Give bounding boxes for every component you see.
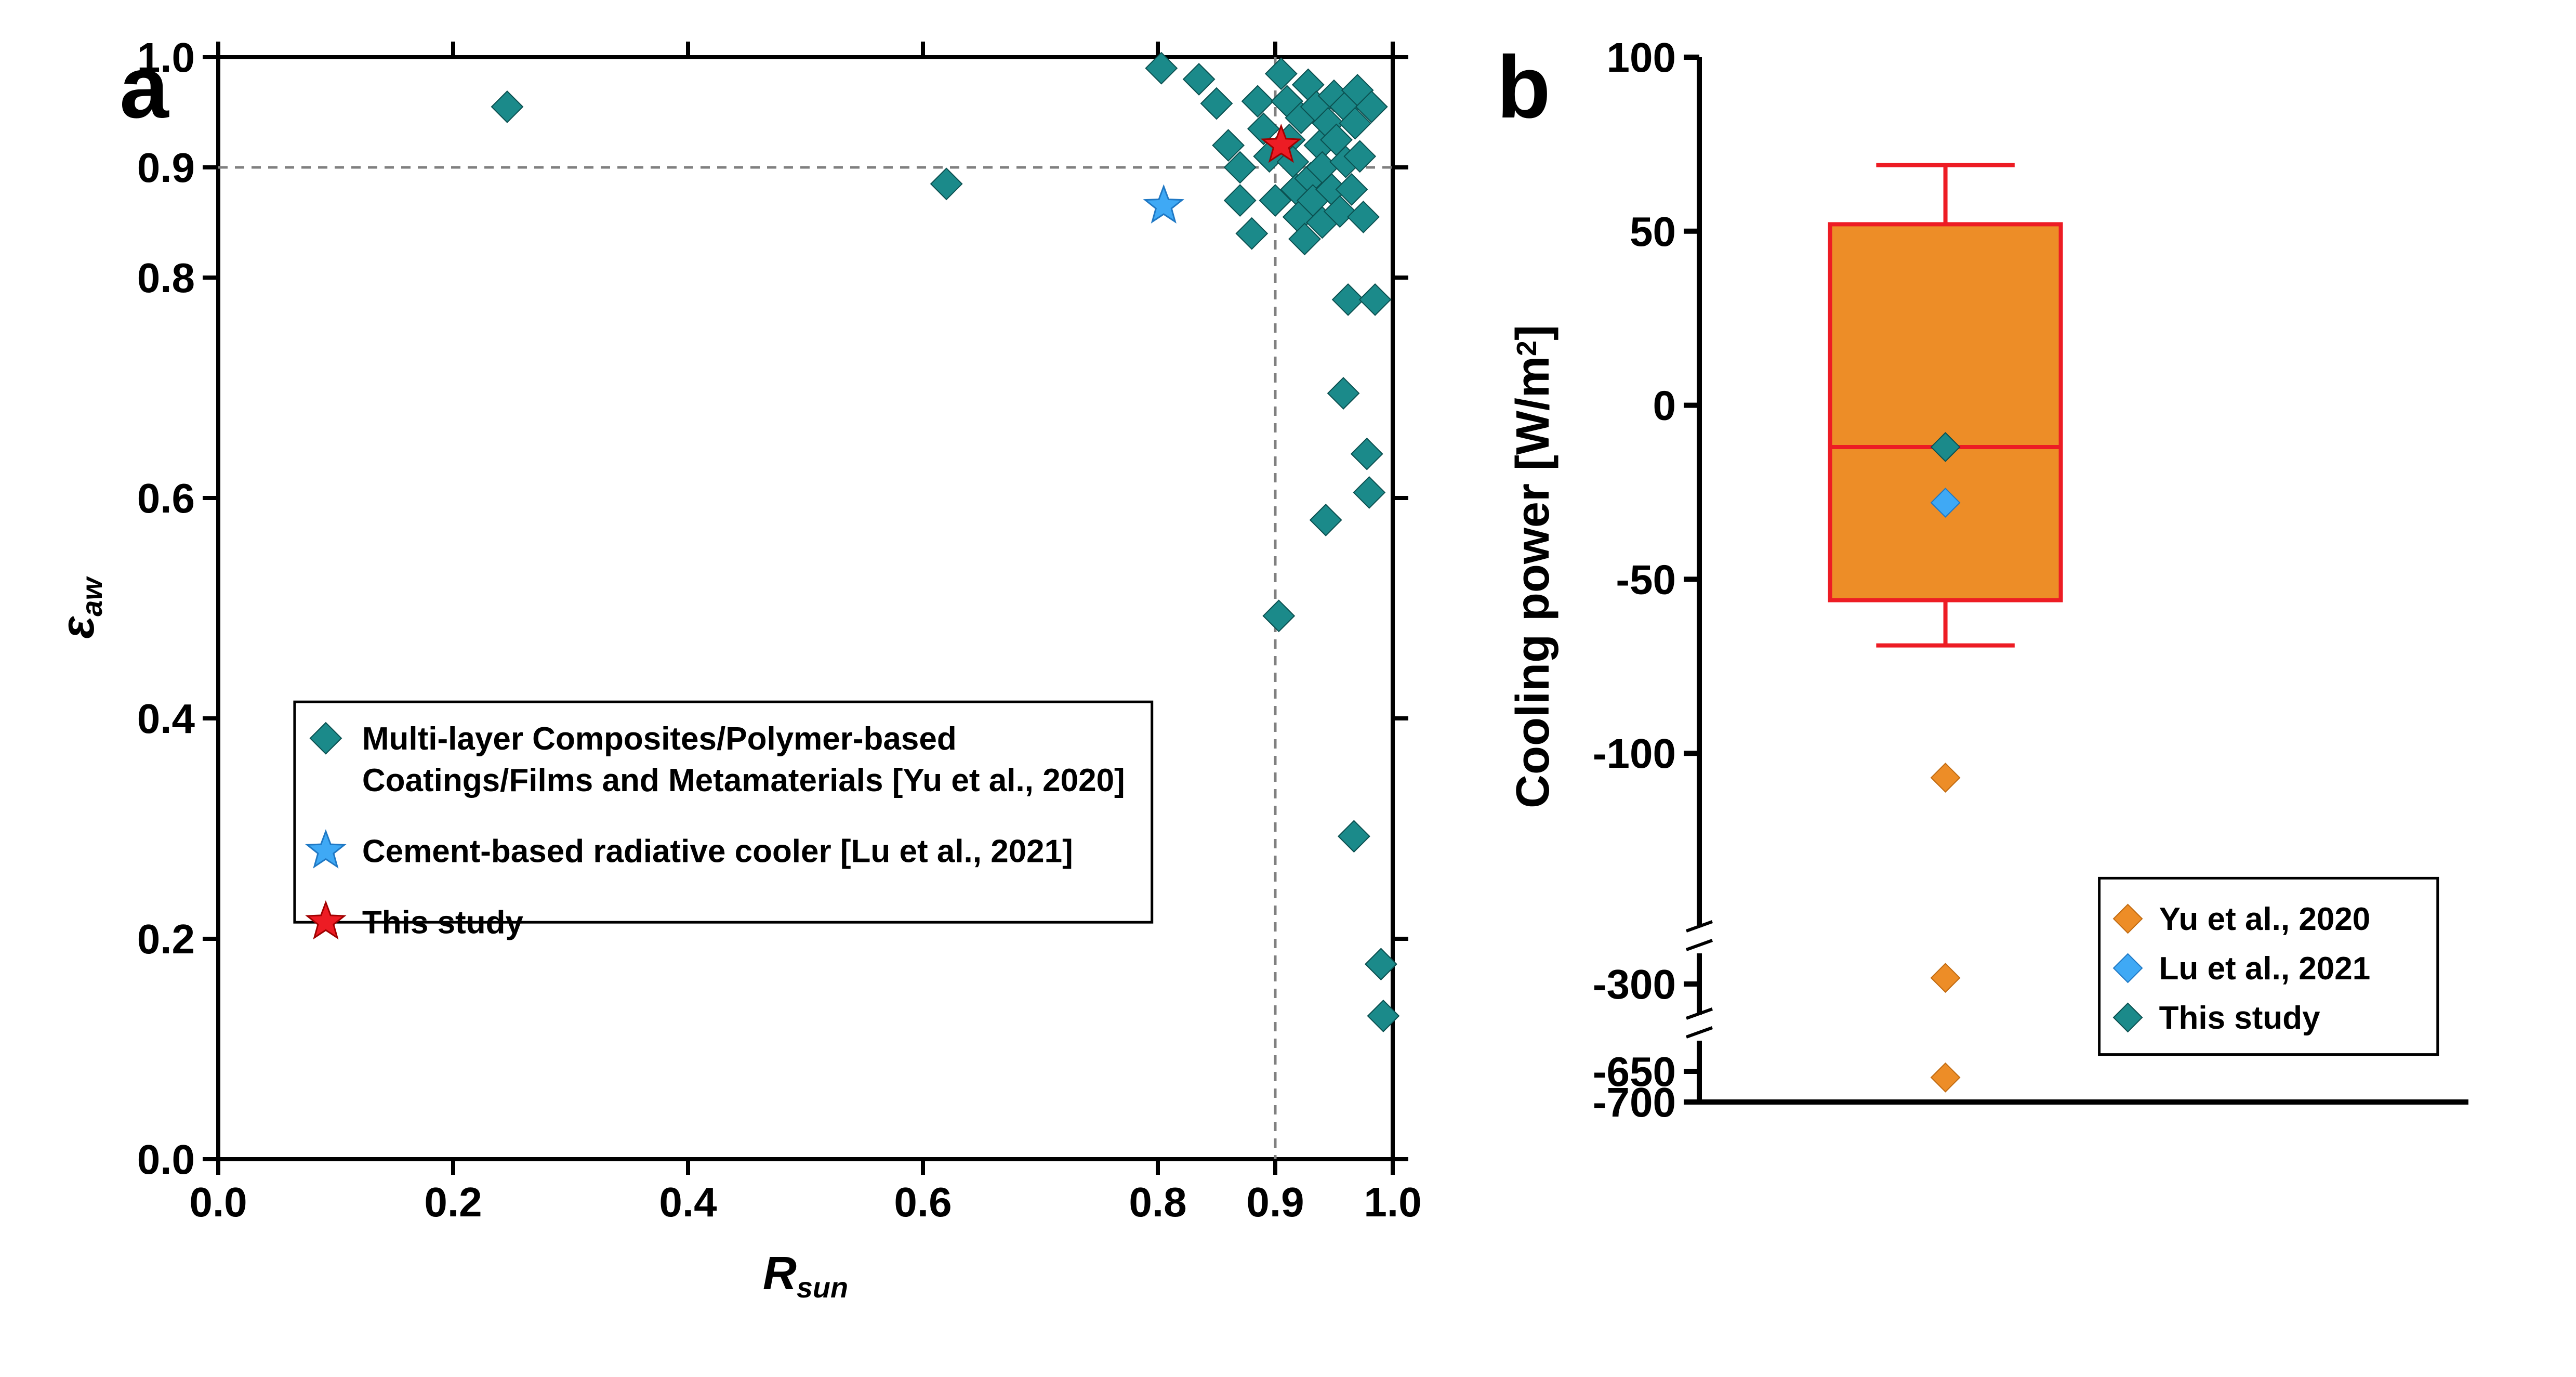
svg-text:Lu et al., 2021: Lu et al., 2021 [2159,951,2371,987]
svg-text:0: 0 [1653,383,1676,429]
svg-text:100: 100 [1607,34,1676,81]
figure: a b 0.00.20.40.60.80.91.00.00.20.40.60.8… [0,0,2576,1377]
svg-text:-650: -650 [1593,1048,1676,1095]
svg-text:This study: This study [2159,1000,2321,1036]
svg-text:-50: -50 [1616,556,1676,602]
svg-text:-100: -100 [1593,730,1676,777]
svg-text:50: 50 [1630,208,1676,255]
svg-text:-300: -300 [1593,961,1676,1007]
svg-text:Yu et al., 2020: Yu et al., 2020 [2159,901,2371,937]
svg-text:Cooling power [W/m2]: Cooling power [W/m2] [1507,325,1559,808]
panel-b-boxplot: -700-650-300-100-50050100Cooling power [… [0,0,2576,1372]
